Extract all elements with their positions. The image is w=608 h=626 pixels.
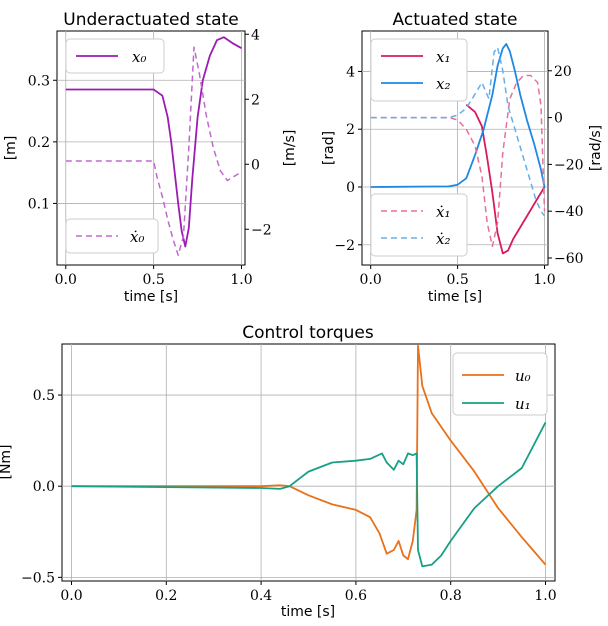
x-tick-label: 0.5: [143, 272, 165, 288]
control-torques-chart: Control torques 0.0 0.2 0.4 0.6 0.8 1.0 −0.5 0.…: [0, 323, 557, 620]
y-tick-label: 4: [346, 64, 355, 80]
legend-label: x₁: [436, 48, 450, 66]
legend-label: ẋ₀: [130, 228, 144, 246]
legend-left: x₁ x₂: [370, 38, 468, 102]
series-line-1: [65, 46, 242, 257]
chart-title: Underactuated state: [63, 10, 238, 30]
x-axis-label: time [s]: [124, 289, 178, 305]
y-tick-label: −0.5: [21, 570, 55, 586]
underactuated-state-chart: Underactuated state 0.0 0.5 1.0 0.1 0.2 0.3 −2…: [3, 10, 298, 305]
x-axis-label: time [s]: [428, 289, 482, 305]
y-right-tick-label: 0: [554, 111, 563, 127]
y-right-tick-label: −20: [554, 157, 584, 173]
legend-label: ẋ₁: [436, 203, 450, 221]
series-line-2: [370, 74, 546, 248]
y-right-tick-label: −2: [251, 222, 272, 238]
legend-label: ẋ₂: [436, 230, 450, 248]
legend-label: u₀: [515, 367, 531, 385]
y-axis-label-right: [m/s]: [282, 130, 298, 167]
chart-title: Control torques: [242, 323, 374, 343]
x-axis-label: time [s]: [281, 604, 335, 620]
legend-label: x₂: [436, 75, 450, 93]
x-tick-label: 0.2: [155, 588, 177, 604]
series-line-0: [65, 36, 242, 248]
series-line-1: [71, 421, 547, 568]
y-tick-label: 2: [346, 122, 355, 138]
series-line-1: [370, 43, 546, 188]
legend-right: ẋ₀: [65, 218, 159, 254]
chart-title: Actuated state: [393, 10, 518, 30]
legend-label: u₁: [515, 395, 531, 413]
legend-left: x₀: [65, 38, 165, 74]
y-axis-label-left: [m]: [3, 136, 19, 161]
x-tick-label: 0.6: [345, 588, 367, 604]
x-tick-label: 1.0: [533, 272, 555, 288]
y-right-tick-label: −40: [554, 204, 584, 220]
y-right-tick-label: 2: [251, 92, 260, 108]
plot-area-frame: [361, 30, 549, 266]
y-right-tick-label: −60: [554, 251, 584, 267]
x-tick-label: 1.0: [230, 272, 252, 288]
legend-right: ẋ₁ ẋ₂: [370, 193, 468, 257]
legend-label: x₀: [132, 48, 146, 66]
y-tick-label: 0.2: [28, 135, 50, 151]
x-tick-label: 0.8: [440, 588, 462, 604]
y-tick-label: 0.5: [33, 388, 55, 404]
y-tick-label: −2: [334, 238, 355, 254]
x-tick-label: 0.5: [446, 272, 468, 288]
series-line-3: [370, 46, 546, 217]
actuated-state-chart: Actuated state 0.0 0.5 1.0−2024−60−40−2002…: [321, 10, 604, 305]
y-right-tick-label: 20: [554, 64, 572, 80]
y-axis-label-right: [rad/s]: [588, 125, 604, 171]
y-tick-label: 0.3: [28, 73, 50, 89]
x-tick-label: 1.0: [534, 588, 556, 604]
plot-area-frame: [56, 30, 246, 266]
legend: u₀ u₁: [452, 352, 548, 416]
y-axis-label: [Nm]: [0, 444, 14, 479]
plot-area-frame: [61, 343, 556, 582]
y-axis-label-left: [rad]: [321, 131, 337, 165]
x-tick-label: 0.4: [250, 588, 272, 604]
x-tick-label: 0.0: [55, 272, 77, 288]
y-right-tick-label: 0: [251, 157, 260, 173]
y-tick-label: 0.1: [28, 196, 50, 212]
y-tick-label: 0: [346, 180, 355, 196]
y-right-tick-label: 4: [251, 27, 260, 43]
series-line-0: [465, 104, 546, 255]
y-tick-label: 0.0: [33, 479, 55, 495]
x-tick-label: 0.0: [60, 588, 82, 604]
x-tick-label: 0.0: [360, 272, 382, 288]
